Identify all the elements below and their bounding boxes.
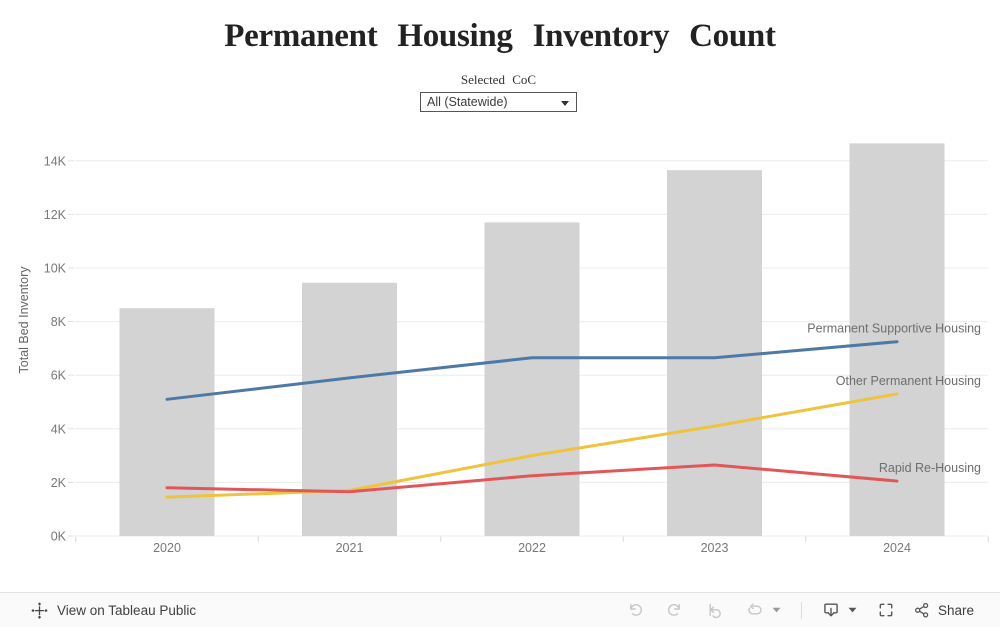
page-title: Permanent Housing Inventory Count: [224, 18, 776, 54]
view-on-tableau-public-link[interactable]: View on Tableau Public: [31, 602, 196, 619]
x-tick-label-2022: 2022: [518, 541, 546, 555]
share-label: Share: [937, 602, 974, 618]
y-tick-label: 14K: [44, 154, 67, 168]
selected-coc-label: Selected CoC: [460, 72, 537, 87]
device-menu-caret[interactable]: [848, 607, 857, 613]
undo-button[interactable]: [626, 601, 644, 619]
refresh-menu-caret[interactable]: [772, 607, 781, 613]
coc-dropdown[interactable]: All (Statewide): [420, 92, 577, 112]
share-icon: [915, 602, 929, 618]
bar-2020[interactable]: [119, 308, 215, 536]
view-link-label: View on Tableau Public: [57, 602, 197, 618]
redo-button[interactable]: [666, 601, 684, 619]
revert-icon: [709, 603, 721, 619]
fullscreen-icon: [879, 603, 893, 617]
housing-inventory-chart[interactable]: 0K 2K 4K 6K 8K 10K 12K 14K 2020 2021 2022 2023 2024 T…: [0, 130, 1000, 592]
x-tick-label-2021: 2021: [336, 541, 364, 555]
y-tick-label: 10K: [44, 262, 67, 276]
x-tick-label-2023: 2023: [701, 541, 729, 555]
x-tick-label-2020: 2020: [153, 541, 181, 555]
redo-icon: [668, 603, 680, 616]
chevron-down-icon: [561, 101, 569, 106]
toolbar-separator: [800, 601, 802, 619]
y-tick-label: 0K: [51, 530, 67, 544]
line-label-rapid-re-housing: Rapid Re-Housing: [879, 461, 981, 475]
x-tick-label-2024: 2024: [883, 541, 911, 555]
revert-button[interactable]: [706, 601, 724, 619]
coc-filter: Selected CoC All (Statewide): [420, 72, 577, 112]
refresh-icon: [748, 603, 762, 615]
caret-down-icon: [848, 607, 857, 613]
y-tick-label: 4K: [51, 422, 67, 436]
y-tick-label: 12K: [44, 208, 67, 222]
y-tick-label: 2K: [51, 476, 67, 490]
toolbar-actions: Share: [626, 601, 974, 619]
line-other-permanent-housing[interactable]: [165, 392, 899, 499]
line-permanent-supportive-housing[interactable]: [165, 340, 899, 401]
device-layout-button[interactable]: [822, 601, 840, 619]
embed-toolbar: View on Tableau Public: [0, 592, 1000, 627]
bar-2024[interactable]: [849, 143, 945, 536]
tableau-logo-icon: [31, 602, 48, 619]
y-axis-title: Total Bed Inventory: [17, 266, 31, 374]
share-button[interactable]: Share: [913, 601, 974, 619]
refresh-button[interactable]: [746, 601, 764, 619]
bar-2022[interactable]: [484, 222, 580, 536]
caret-down-icon: [772, 607, 781, 613]
line-rapid-re-housing[interactable]: [165, 463, 899, 494]
device-download-icon: [824, 603, 838, 617]
bar-2021[interactable]: [302, 282, 397, 536]
coc-dropdown-value: All (Statewide): [427, 95, 508, 109]
line-label-other-permanent-housing: Other Permanent Housing: [836, 374, 981, 388]
line-label-permanent-supportive-housing: Permanent Supportive Housing: [807, 322, 981, 336]
bar-2023[interactable]: [667, 170, 762, 536]
y-tick-label: 6K: [51, 369, 67, 383]
fullscreen-button[interactable]: [877, 601, 895, 619]
y-tick-label: 8K: [51, 315, 67, 329]
undo-icon: [630, 603, 642, 616]
